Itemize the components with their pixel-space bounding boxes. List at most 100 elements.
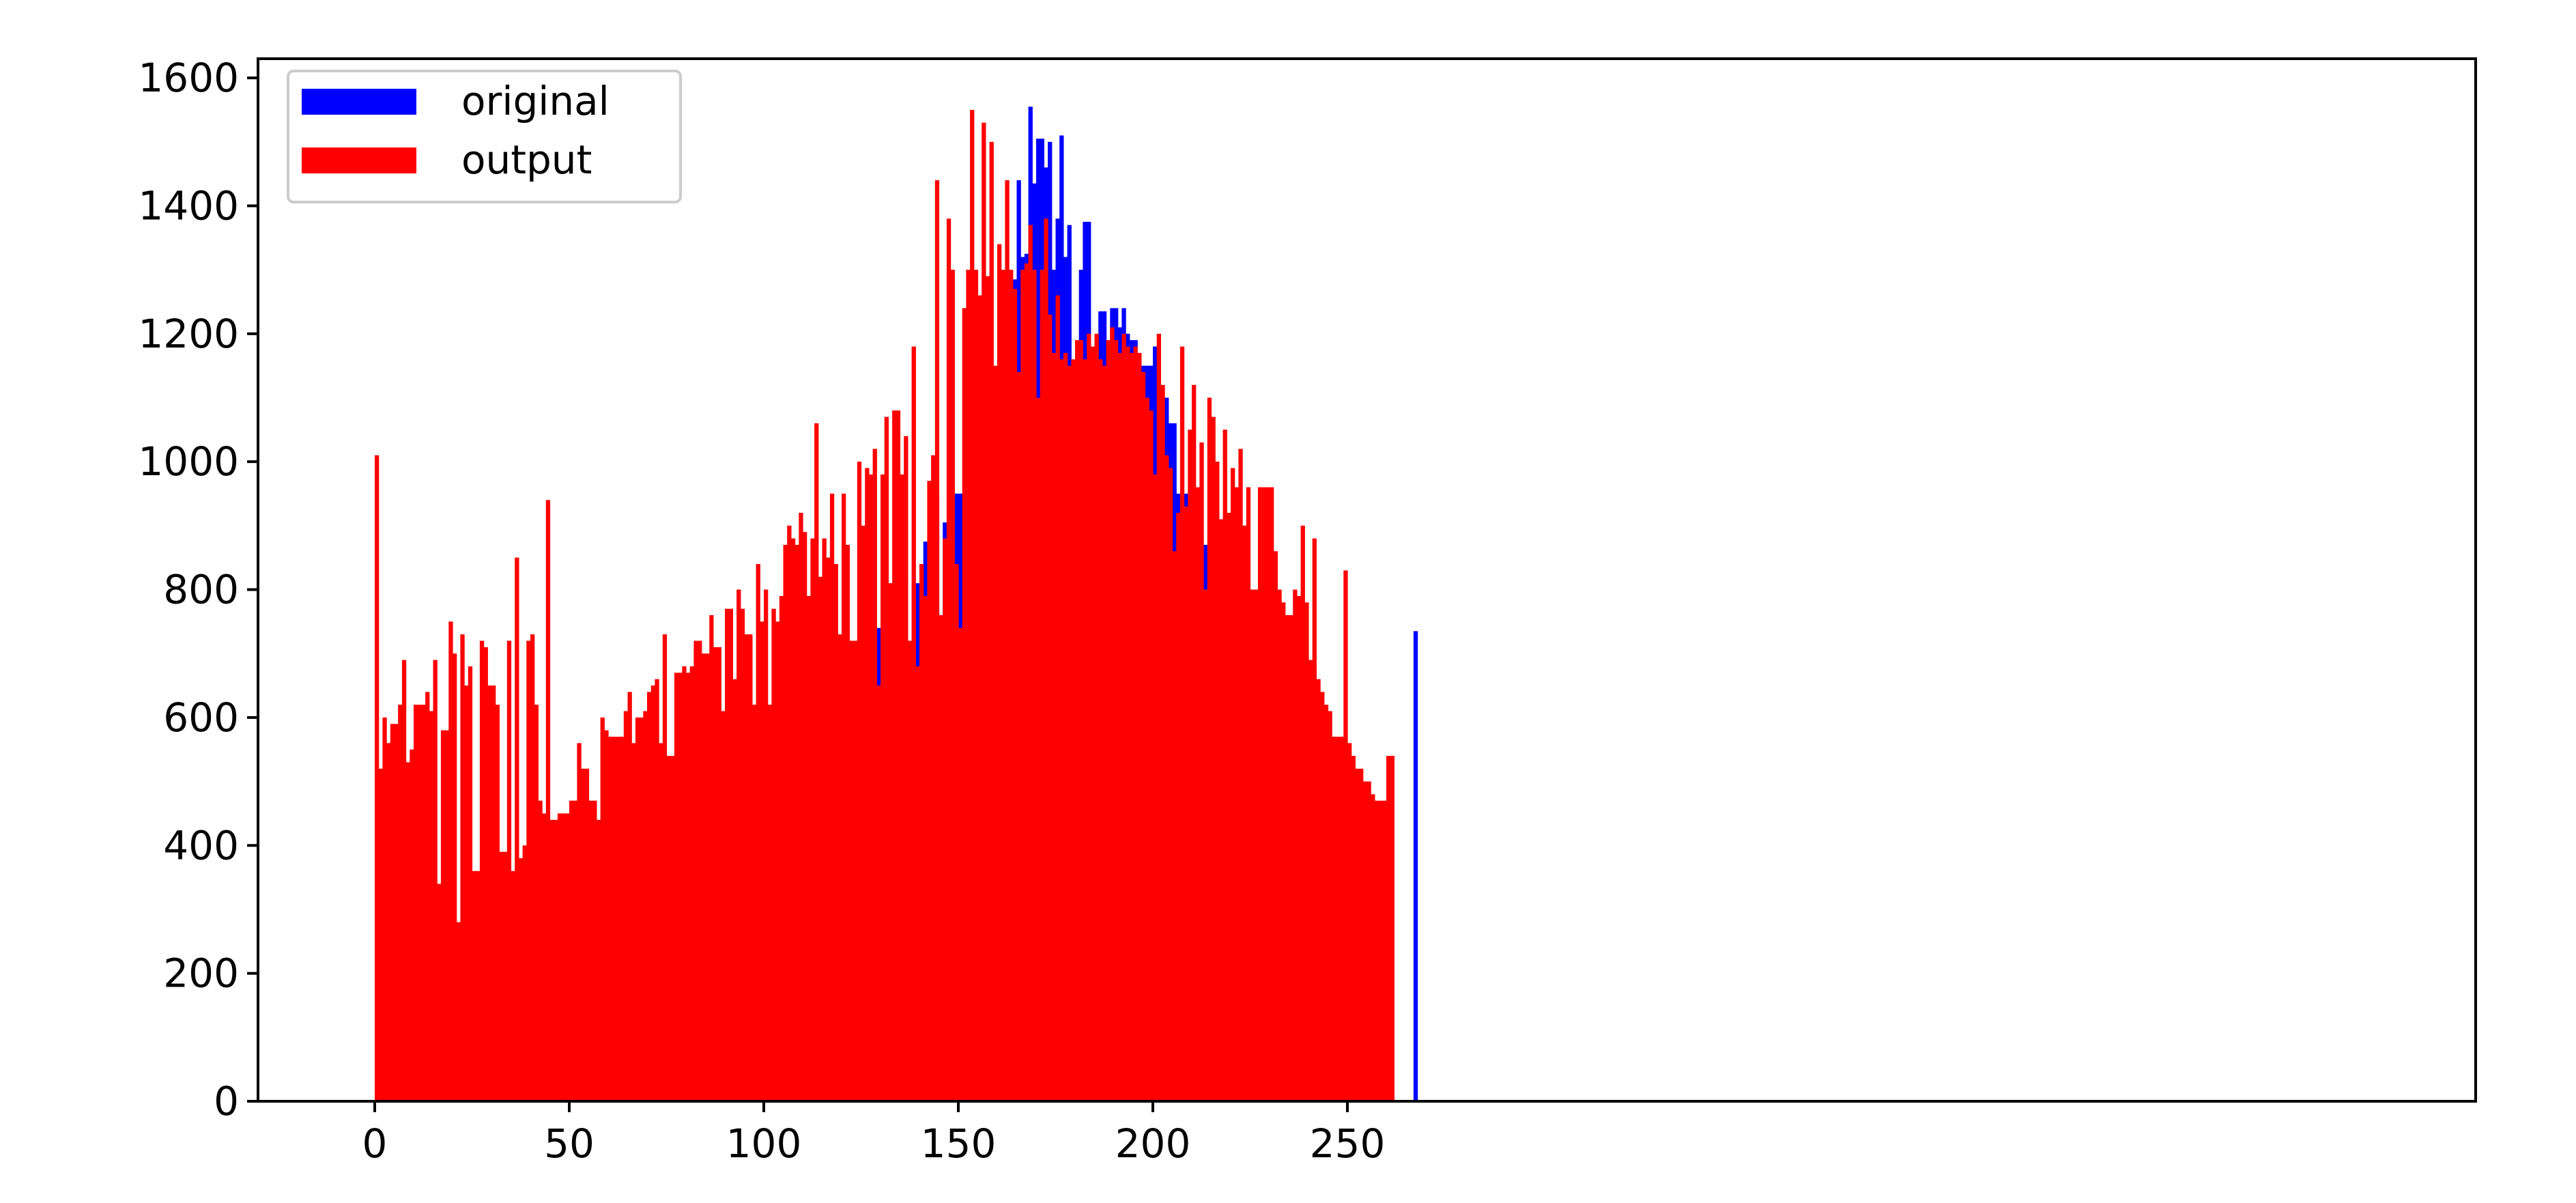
bar-output-18 (444, 730, 449, 1101)
bar-output-246 (1332, 737, 1336, 1101)
bar-output-19 (448, 621, 453, 1101)
bar-original-267 (1413, 631, 1418, 1101)
bar-output-118 (833, 564, 838, 1101)
bar-output-0 (375, 455, 380, 1101)
bar-output-22 (460, 634, 465, 1101)
bar-output-7 (401, 660, 407, 1101)
bar-output-58 (600, 717, 605, 1101)
bar-output-207 (1179, 346, 1185, 1101)
x-tick-label: 50 (544, 1120, 595, 1167)
bar-output-115 (822, 538, 827, 1101)
bar-output-102 (771, 608, 776, 1101)
bar-output-229 (1265, 487, 1270, 1101)
bar-output-230 (1270, 487, 1274, 1101)
bar-output-43 (542, 813, 547, 1101)
bar-output-138 (911, 346, 916, 1101)
bar-output-140 (919, 564, 924, 1101)
bar-output-228 (1261, 487, 1266, 1101)
bar-output-86 (709, 615, 714, 1101)
bar-output-204 (1168, 468, 1173, 1101)
bar-output-161 (1001, 270, 1005, 1101)
bar-output-8 (405, 762, 410, 1101)
y-tick-label: 800 (163, 567, 239, 613)
bar-output-153 (970, 109, 975, 1102)
bar-output-4 (390, 724, 395, 1101)
bar-output-155 (977, 295, 982, 1101)
bar-output-194 (1129, 352, 1134, 1102)
bar-output-223 (1242, 525, 1247, 1101)
bar-output-218 (1222, 429, 1227, 1101)
bar-output-1 (378, 768, 383, 1101)
bar-output-25 (472, 871, 476, 1101)
bar-output-254 (1362, 781, 1368, 1101)
bar-output-35 (511, 871, 515, 1101)
bar-output-201 (1156, 333, 1161, 1102)
bar-output-76 (670, 756, 675, 1101)
y-tick-label: 1000 (138, 438, 239, 485)
bar-output-109 (799, 513, 803, 1101)
legend-swatch-output (302, 147, 416, 173)
bar-output-62 (616, 737, 620, 1101)
bar-output-77 (674, 673, 679, 1101)
bar-output-46 (554, 819, 558, 1101)
bar-output-216 (1215, 462, 1220, 1101)
bar-output-139 (915, 666, 920, 1101)
bar-output-31 (495, 705, 500, 1101)
series-output-bars (375, 109, 1394, 1102)
bar-output-239 (1304, 602, 1309, 1101)
y-tick-label: 600 (163, 694, 239, 741)
bar-output-175 (1055, 295, 1060, 1101)
bar-output-33 (503, 851, 508, 1101)
bar-output-78 (678, 673, 683, 1101)
bar-output-36 (515, 557, 519, 1101)
bar-output-224 (1246, 487, 1251, 1101)
bar-output-83 (698, 640, 702, 1101)
bar-output-80 (686, 673, 691, 1101)
bar-output-20 (453, 653, 457, 1101)
bar-output-255 (1366, 781, 1371, 1101)
bar-output-127 (868, 474, 874, 1101)
bar-output-166 (1020, 270, 1025, 1101)
y-tick-label: 0 (214, 1078, 239, 1124)
bar-output-106 (787, 525, 792, 1101)
bar-output-52 (577, 743, 582, 1101)
bar-output-54 (584, 768, 590, 1101)
bar-output-215 (1211, 416, 1216, 1101)
bar-output-154 (973, 270, 979, 1101)
bar-output-137 (907, 640, 913, 1101)
bar-output-248 (1339, 737, 1344, 1101)
bar-output-120 (842, 494, 846, 1101)
bar-output-149 (954, 564, 959, 1101)
bar-output-79 (682, 666, 687, 1101)
bar-output-131 (884, 416, 889, 1101)
y-tick-label: 400 (163, 822, 239, 868)
bar-output-199 (1149, 410, 1154, 1101)
bar-output-159 (993, 365, 998, 1102)
bar-output-10 (414, 705, 418, 1101)
bar-output-88 (717, 647, 721, 1101)
bar-output-172 (1044, 218, 1048, 1102)
bar-output-65 (627, 692, 632, 1101)
bar-output-97 (752, 705, 757, 1101)
bar-output-151 (962, 308, 967, 1101)
legend-label-original: original (461, 78, 610, 124)
bar-output-87 (713, 647, 718, 1101)
bar-output-226 (1254, 589, 1259, 1101)
bar-output-167 (1024, 263, 1029, 1101)
bar-output-186 (1098, 359, 1103, 1101)
bar-output-160 (997, 244, 1002, 1101)
bar-output-243 (1320, 692, 1325, 1101)
bar-output-231 (1273, 551, 1278, 1101)
bar-output-134 (896, 410, 901, 1101)
bar-output-203 (1164, 455, 1169, 1101)
bar-output-257 (1374, 800, 1379, 1101)
bar-output-123 (853, 640, 858, 1101)
bar-output-100 (764, 589, 769, 1101)
bar-output-2 (382, 717, 387, 1101)
bar-output-168 (1028, 225, 1033, 1101)
bar-output-12 (421, 705, 426, 1101)
bar-output-98 (756, 564, 760, 1101)
bar-output-174 (1051, 352, 1057, 1102)
x-tick-label: 100 (726, 1120, 802, 1167)
bar-output-99 (760, 621, 764, 1101)
